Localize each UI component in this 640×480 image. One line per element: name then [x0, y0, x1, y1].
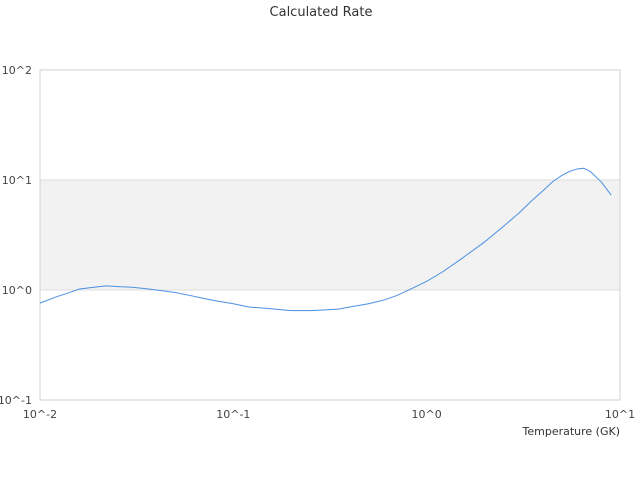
y-axis-ticks: 10^2 10^1 10^0 10^-1 [0, 64, 32, 407]
series-line [39, 167, 612, 312]
y-tick-label: 10^-1 [0, 394, 32, 407]
x-tick-label: 10^-2 [23, 408, 57, 421]
y-tick-label: 10^1 [2, 174, 32, 187]
x-tick-label: 10^-1 [216, 408, 250, 421]
plot-frame [39, 69, 621, 401]
chart-title: Calculated Rate [270, 5, 373, 20]
x-tick-label: 10^1 [605, 408, 635, 421]
y-tick-label: 10^2 [2, 64, 32, 77]
y-tick-label: 10^0 [2, 284, 32, 297]
x-tick-label: 10^0 [412, 408, 442, 421]
x-axis-label: Temperature (GK) [522, 425, 621, 438]
shaded-band [40, 180, 620, 290]
plot-area [39, 69, 621, 401]
x-axis-ticks: 10^-2 10^-1 10^0 10^1 [23, 408, 635, 421]
